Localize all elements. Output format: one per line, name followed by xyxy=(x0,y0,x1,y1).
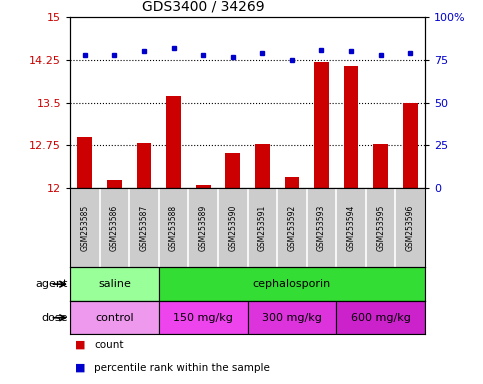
Bar xyxy=(314,62,329,188)
Bar xyxy=(255,144,270,188)
Text: ■: ■ xyxy=(75,363,85,373)
Text: GSM253588: GSM253588 xyxy=(169,204,178,251)
Text: GSM253591: GSM253591 xyxy=(258,204,267,251)
Bar xyxy=(403,103,418,188)
Text: GSM253593: GSM253593 xyxy=(317,204,326,251)
Text: GSM253586: GSM253586 xyxy=(110,204,119,251)
Text: GDS3400 / 34269: GDS3400 / 34269 xyxy=(142,0,264,13)
Text: 600 mg/kg: 600 mg/kg xyxy=(351,313,411,323)
Bar xyxy=(107,180,122,188)
Text: GSM253589: GSM253589 xyxy=(199,204,208,251)
Text: saline: saline xyxy=(98,279,131,289)
Bar xyxy=(373,144,388,188)
Text: control: control xyxy=(95,313,134,323)
Bar xyxy=(336,301,425,334)
Bar xyxy=(248,301,336,334)
Bar xyxy=(70,301,159,334)
Text: ■: ■ xyxy=(75,340,85,350)
Text: 150 mg/kg: 150 mg/kg xyxy=(173,313,233,323)
Text: agent: agent xyxy=(35,279,68,289)
Bar xyxy=(166,96,181,188)
Text: dose: dose xyxy=(41,313,68,323)
Bar xyxy=(77,137,92,188)
Text: cephalosporin: cephalosporin xyxy=(253,279,331,289)
Bar xyxy=(137,142,151,188)
Text: GSM253595: GSM253595 xyxy=(376,204,385,251)
Text: GSM253592: GSM253592 xyxy=(287,204,297,251)
Text: GSM253587: GSM253587 xyxy=(140,204,148,251)
Bar xyxy=(159,267,425,301)
Bar xyxy=(196,185,211,188)
Bar xyxy=(344,66,358,188)
Bar xyxy=(226,153,240,188)
Bar xyxy=(284,177,299,188)
Text: 300 mg/kg: 300 mg/kg xyxy=(262,313,322,323)
Text: GSM253596: GSM253596 xyxy=(406,204,415,251)
Text: count: count xyxy=(94,340,124,350)
Text: percentile rank within the sample: percentile rank within the sample xyxy=(94,363,270,373)
Bar xyxy=(70,267,159,301)
Text: GSM253594: GSM253594 xyxy=(347,204,355,251)
Text: GSM253585: GSM253585 xyxy=(80,204,89,251)
Text: GSM253590: GSM253590 xyxy=(228,204,237,251)
Bar xyxy=(159,301,248,334)
